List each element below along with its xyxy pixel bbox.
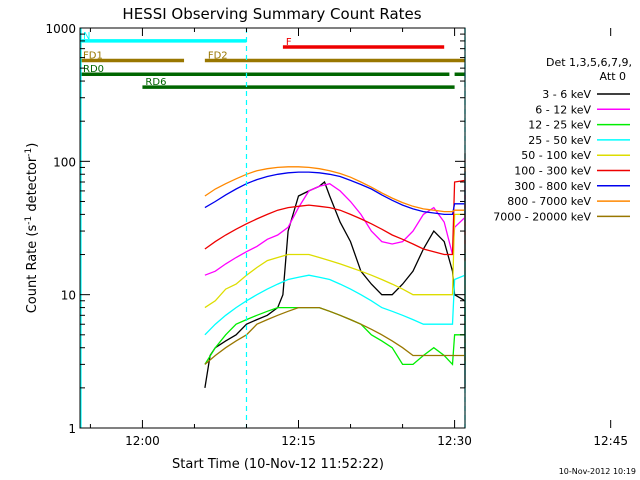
flag-label-n: N	[83, 31, 90, 42]
legend-label-7: 800 - 7000 keV	[507, 195, 591, 208]
legend-label-5: 100 - 300 keV	[514, 165, 591, 178]
y-axis-label-sup1: -1	[24, 216, 34, 225]
flags-layer: N F FD1 FD2 RD0 RD6	[80, 31, 465, 89]
timestamp: 10-Nov-2012 10:19	[559, 467, 636, 476]
y-tick-label-2: 100	[53, 155, 76, 169]
legend: Det 1,3,5,6,7,9, Att 0 3 - 6 keV 6 - 12 k…	[493, 56, 632, 223]
x-tick-label-3: 12:45	[593, 434, 628, 448]
legend-label-8: 7000 - 20000 keV	[493, 210, 591, 223]
y-axis-label-end: )	[25, 143, 40, 148]
y-tick-label-1: 10	[61, 289, 76, 303]
y-axis: 1 10 100 1000	[45, 22, 465, 436]
x-tick-label-2: 12:30	[437, 434, 472, 448]
flag-label-rd6: RD6	[145, 77, 166, 88]
legend-label-4: 50 - 100 keV	[521, 149, 591, 162]
y-axis-label-mid: detector	[25, 156, 40, 216]
y-axis-label: Count Rate (s-1 detector-1)	[24, 143, 40, 314]
x-tick-label-1: 12:15	[281, 434, 316, 448]
legend-label-1: 6 - 12 keV	[535, 103, 591, 116]
legend-label-0: 3 - 6 keV	[542, 88, 591, 101]
x-axis-label: Start Time (10-Nov-12 11:52:22)	[172, 457, 384, 472]
legend-label-6: 300 - 800 keV	[514, 180, 591, 193]
chart-title: HESSI Observing Summary Count Rates	[122, 5, 421, 23]
plot-frame	[79, 27, 466, 429]
flag-label-fd1: FD1	[83, 51, 103, 62]
legend-header-2: Att 0	[600, 70, 626, 83]
legend-label-2: 12 - 25 keV	[528, 119, 591, 132]
y-axis-label-sup2: -1	[24, 148, 34, 157]
legend-label-3: 25 - 50 keV	[528, 134, 591, 147]
y-tick-label-0: 1	[68, 422, 76, 436]
y-tick-label-3: 1000	[45, 22, 76, 36]
flag-label-f: F	[286, 37, 292, 48]
legend-header-1: Det 1,3,5,6,7,9,	[546, 56, 632, 69]
x-tick-label-0: 12:00	[125, 434, 160, 448]
flag-label-rd0: RD0	[83, 64, 104, 75]
flag-label-fd2: FD2	[208, 51, 228, 62]
y-axis-label-main: Count Rate (s	[25, 225, 40, 314]
